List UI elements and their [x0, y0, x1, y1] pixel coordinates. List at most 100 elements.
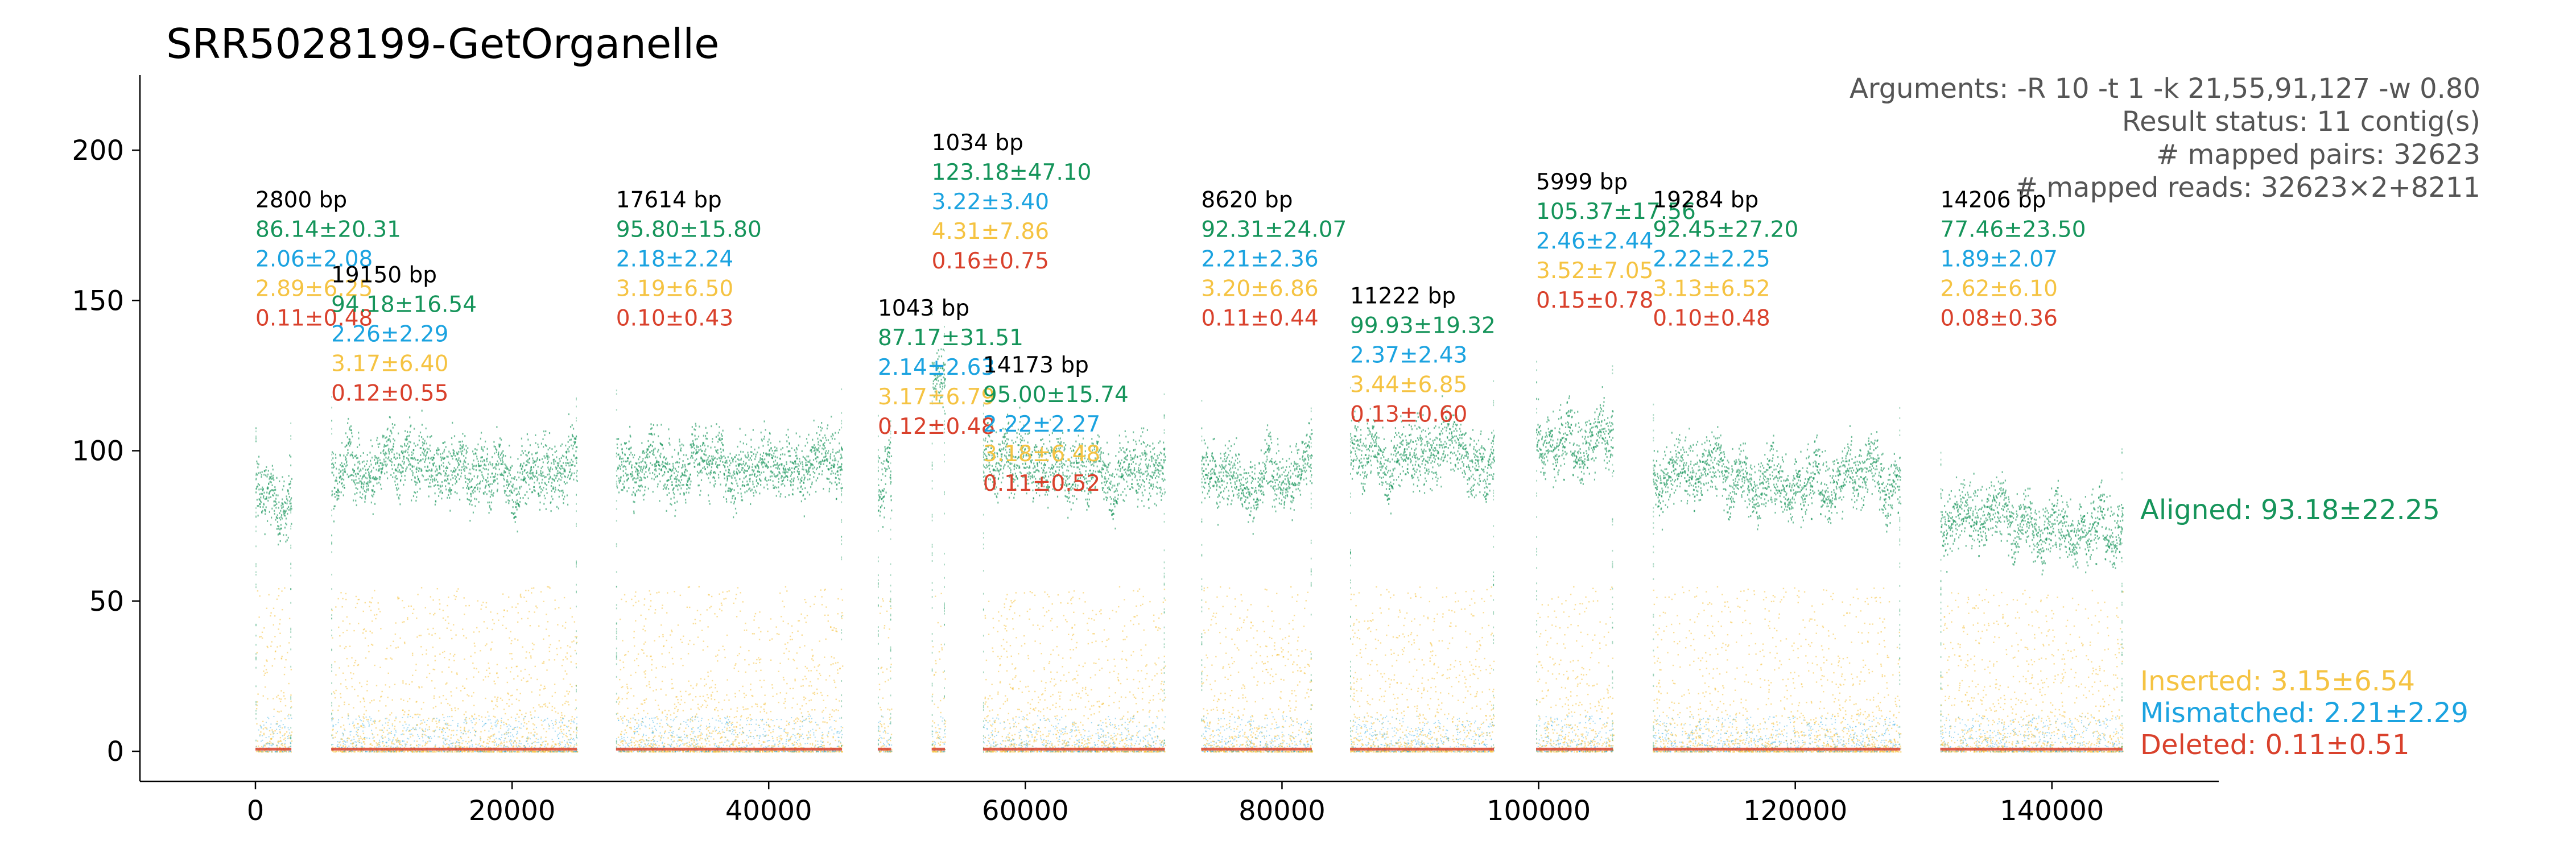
contig-mismatched: 2.18±2.24: [616, 247, 733, 272]
contig-inserted: 3.17±6.40: [331, 351, 448, 377]
contig-aligned: 95.00±15.74: [983, 382, 1129, 408]
contig-label-5: 1034 bp123.18±47.103.22±3.404.31±7.860.1…: [932, 130, 1092, 274]
deleted-band: [1201, 748, 1311, 751]
contig-series-9: [1536, 361, 1615, 753]
contig-length: 17614 bp: [616, 188, 722, 213]
contig-inserted: 2.62±6.10: [1941, 276, 2058, 302]
contig-label-3: 17614 bp 95.80±15.80 2.18±2.24 3.19±6.50 0.1…: [616, 188, 762, 332]
info-line-2: Result status: 11 contig(s): [2122, 106, 2480, 138]
x-tick-label: 60000: [982, 795, 1069, 827]
summary-mismatched: Mismatched: 2.21±2.29: [2140, 697, 2468, 729]
contig-inserted: 3.13±6.52: [1653, 276, 1770, 302]
contig-length: 19284 bp: [1653, 188, 1758, 213]
info-line-4: # mapped reads: 32623×2+8211: [2015, 172, 2480, 204]
x-tick-label: 120000: [1743, 795, 1847, 827]
contig-label-11: 14206 bp77.46±23.501.89±2.072.62±6.100.0…: [1941, 188, 2086, 332]
contig-deleted: 0.10±0.43: [616, 306, 733, 332]
contig-deleted: 0.12±0.55: [331, 381, 448, 407]
deleted-band: [1536, 748, 1613, 751]
x-tick-label: 40000: [725, 795, 812, 827]
contig-inserted: 4.31±7.86: [932, 219, 1049, 245]
deleted-band: [1350, 748, 1494, 751]
info-line-3: # mapped pairs: 32623: [2156, 139, 2480, 171]
contig-deleted: 0.16±0.75: [932, 249, 1049, 274]
contig-series-2: [331, 396, 578, 752]
contig-mismatched: 3.22±3.40: [932, 189, 1049, 215]
contig-length: 1043 bp: [878, 296, 969, 321]
contig-series-4: [878, 415, 893, 753]
deleted-band: [616, 748, 842, 751]
summary-aligned: Aligned: 93.18±22.25: [2140, 494, 2440, 526]
contig-label-2: 19150 bp 94.18±16.54 2.26±2.29 3.17±6.40 0.1…: [331, 263, 477, 407]
contig-aligned: 92.31±24.07: [1201, 217, 1347, 243]
contig-length: 14173 bp: [983, 353, 1089, 378]
contig-aligned: 87.17±31.51: [878, 325, 1023, 351]
contig-length: 5999 bp: [1536, 169, 1628, 195]
contig-annotations: 2800 bp86.14±20.312.06±2.082.89±6.250.11…: [255, 130, 2086, 496]
contig-label-8: 11222 bp 99.93±19.32 2.37±2.43 3.44±6.85 0.1…: [1350, 284, 1496, 428]
contig-deleted: 0.08±0.36: [1941, 306, 2058, 332]
y-tick-label: 200: [72, 135, 124, 167]
contig-label-10: 19284 bp 92.45±27.20 2.22±2.25 3.13±6.52 0.1…: [1653, 188, 1798, 332]
contig-mismatched: 2.14±2.63: [878, 355, 995, 380]
contig-inserted: 3.17±6.79: [878, 384, 995, 410]
x-tick-label: 20000: [469, 795, 556, 827]
contig-aligned: 92.45±27.20: [1653, 217, 1798, 243]
contig-series-1: [255, 423, 292, 753]
deleted-band: [1941, 748, 2123, 751]
contig-mismatched: 2.21±2.36: [1201, 247, 1318, 272]
contig-mismatched: 2.46±2.44: [1536, 229, 1653, 254]
contig-deleted: 0.11±0.44: [1201, 306, 1318, 332]
y-tick-label: 100: [72, 436, 124, 467]
contig-length: 19150 bp: [331, 263, 437, 288]
contig-aligned: 77.46±23.50: [1941, 217, 2086, 243]
deleted-band: [878, 748, 891, 751]
contig-inserted: 3.19±6.50: [616, 276, 733, 302]
x-tick-label: 140000: [2000, 795, 2104, 827]
deleted-band: [932, 748, 945, 751]
contig-mismatched: 2.37±2.43: [1350, 343, 1467, 368]
x-tick-label: 80000: [1239, 795, 1326, 827]
contig-deleted: 0.13±0.60: [1350, 402, 1467, 428]
contig-inserted: 3.20±6.86: [1201, 276, 1318, 302]
contig-deleted: 0.15±0.78: [1536, 288, 1653, 313]
contig-series-7: [1201, 400, 1313, 752]
y-tick-label: 150: [72, 285, 124, 317]
contig-aligned: 94.18±16.54: [331, 292, 477, 318]
deleted-band: [331, 748, 577, 751]
contig-label-7: 8620 bp 92.31±24.07 2.21±2.36 3.20±6.86 0.11…: [1201, 188, 1347, 332]
contig-deleted: 0.11±0.52: [983, 471, 1100, 496]
contig-inserted: 3.18±6.48: [983, 441, 1100, 467]
y-tick-label: 0: [106, 736, 124, 768]
contig-series-3: [616, 388, 844, 752]
contig-mismatched: 2.22±2.25: [1653, 247, 1770, 272]
contig-mismatched: 2.26±2.29: [331, 322, 448, 347]
contig-deleted: 0.12±0.48: [878, 414, 995, 440]
contig-aligned: 99.93±19.32: [1350, 313, 1496, 339]
contig-mismatched: 1.89±2.07: [1941, 247, 2058, 272]
contig-series-11: [1941, 448, 2124, 752]
deleted-band: [1653, 748, 1900, 751]
summary-deleted: Deleted: 0.11±0.51: [2140, 729, 2410, 761]
chart-title: SRR5028199-GetOrganelle: [166, 20, 719, 68]
contig-aligned: 95.80±15.80: [616, 217, 762, 243]
summary-legend: Aligned: 93.18±22.25 Inserted: 3.15±6.54M…: [2140, 494, 2468, 761]
summary-inserted: Inserted: 3.15±6.54: [2140, 665, 2415, 697]
y-tick-label: 50: [89, 586, 124, 618]
contig-length: 2800 bp: [255, 188, 347, 213]
contig-series-8: [1350, 380, 1495, 753]
contig-deleted: 0.10±0.48: [1653, 306, 1770, 332]
info-line-1: Arguments: -R 10 -t 1 -k 21,55,91,127 -w…: [1850, 73, 2480, 105]
contig-length: 8620 bp: [1201, 188, 1293, 213]
contig-series-10: [1653, 404, 1901, 753]
contig-mismatched: 2.22±2.27: [983, 412, 1100, 437]
contig-length: 1034 bp: [932, 130, 1023, 156]
contig-inserted: 3.52±7.05: [1536, 258, 1653, 284]
x-tick-label: 100000: [1487, 795, 1591, 827]
info-box: Arguments: -R 10 -t 1 -k 21,55,91,127 -w…: [1850, 73, 2480, 204]
contig-inserted: 3.44±6.85: [1350, 372, 1467, 398]
contig-label-6: 14173 bp 95.00±15.74 2.22±2.27 3.18±6.48 0.1…: [983, 353, 1129, 496]
contig-length: 11222 bp: [1350, 284, 1456, 309]
x-tick-label: 0: [247, 795, 265, 827]
